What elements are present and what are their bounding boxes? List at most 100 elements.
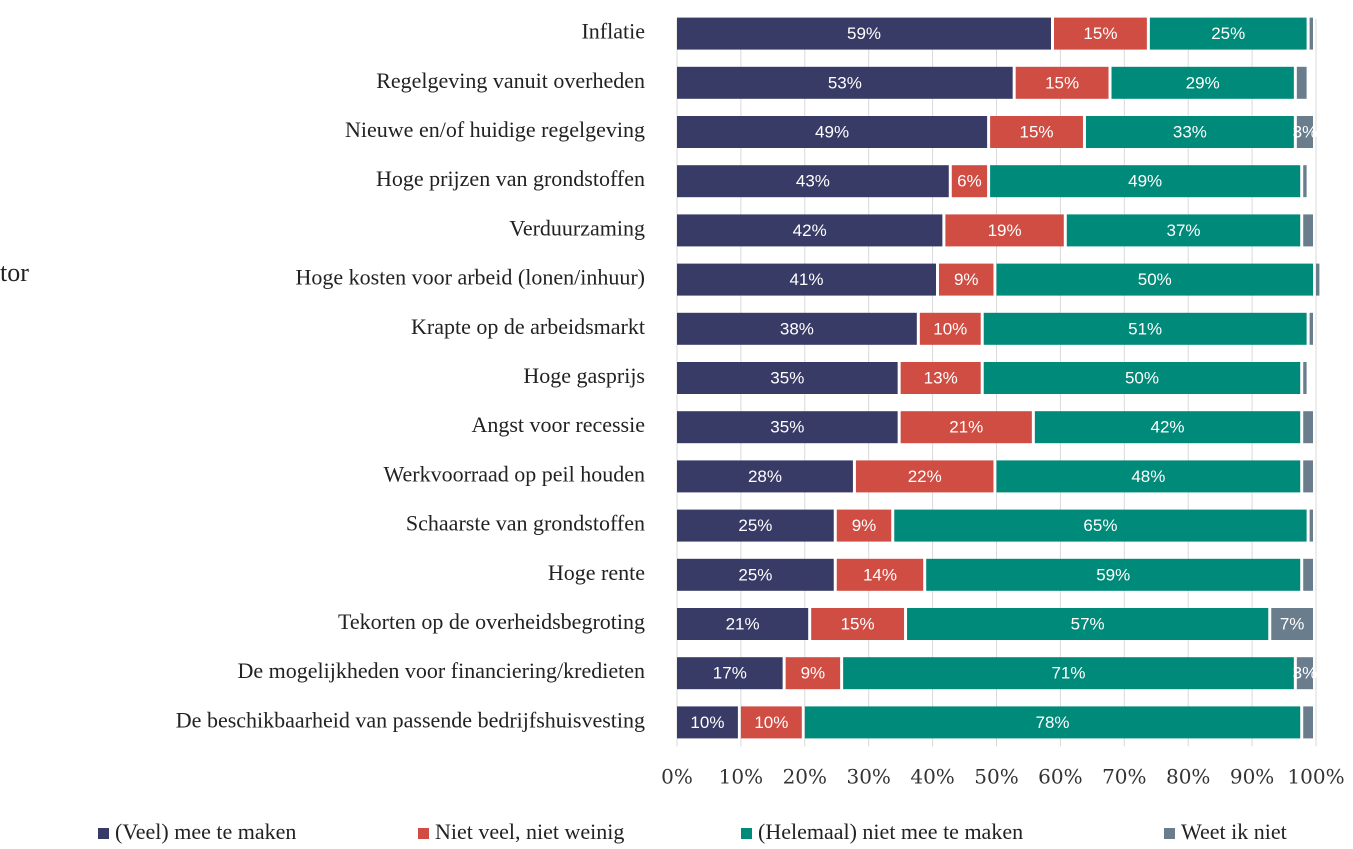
category-label: Hoge kosten voor arbeid (lonen/inhuur) (296, 265, 645, 290)
data-label: 7% (1280, 614, 1305, 633)
x-tick-label: 10% (719, 765, 763, 789)
bar-segment (1149, 17, 1307, 50)
bar-segment (740, 706, 802, 739)
data-label: 53% (828, 73, 862, 92)
bar-segment (677, 460, 853, 493)
bar-segment (894, 509, 1307, 542)
data-label: 15% (1045, 73, 1079, 92)
bar-segment (1309, 312, 1313, 345)
data-label: 15% (1083, 24, 1117, 43)
data-label: 9% (801, 664, 826, 683)
x-tick-label: 80% (1166, 765, 1210, 789)
category-label: Nieuwe en/of huidige regelgeving (345, 117, 645, 142)
bar-segment (1034, 411, 1301, 444)
bar-segment (907, 608, 1269, 640)
bar-segment (996, 263, 1313, 296)
legend-swatch (98, 828, 109, 839)
bar-segment (1085, 116, 1294, 148)
data-label: 22% (908, 467, 942, 486)
bar-segment (677, 608, 809, 640)
data-label: 48% (1131, 467, 1165, 486)
data-label: 78% (1035, 713, 1069, 732)
bar-segment (1303, 165, 1307, 198)
legend-swatch (741, 828, 752, 839)
category-label: Regelgeving vanuit overheden (376, 68, 645, 93)
data-label: 33% (1173, 122, 1207, 141)
bar-segment (677, 411, 898, 444)
category-label: De mogelijkheden voor financiering/kredi… (238, 658, 645, 683)
bar-segment (1054, 17, 1147, 50)
bar-segment (1303, 558, 1313, 591)
bar-segment (990, 116, 1083, 148)
bar-segment (983, 362, 1301, 394)
bar-segment (951, 165, 988, 198)
data-label: 3% (1293, 664, 1318, 683)
bar-segment (996, 460, 1301, 493)
data-label: 21% (949, 418, 983, 437)
category-label: Inflatie (581, 19, 645, 44)
category-label: Verduurzaming (509, 215, 645, 240)
data-label: 59% (1096, 565, 1130, 584)
data-label: 25% (1211, 24, 1245, 43)
bar-segment (900, 411, 1032, 444)
bar-segment (1271, 608, 1313, 640)
bar-segment (677, 165, 949, 198)
bar-segment (836, 509, 892, 542)
bar-segment (677, 312, 917, 345)
y-axis-label: tor (0, 258, 29, 287)
data-label: 17% (713, 664, 747, 683)
data-label: 50% (1125, 368, 1159, 387)
data-label: 28% (748, 467, 782, 486)
x-tick-label: 90% (1230, 765, 1274, 789)
data-label: 37% (1166, 221, 1200, 240)
category-label: Schaarste van grondstoffen (406, 511, 645, 536)
bar-segment (677, 66, 1013, 99)
data-label: 29% (1186, 73, 1220, 92)
bar-segment (990, 165, 1301, 198)
bar-segment (1303, 362, 1307, 394)
data-label: 43% (796, 172, 830, 191)
data-label: 41% (789, 270, 823, 289)
legend-label: (Veel) mee te maken (115, 819, 296, 844)
x-tick-label: 30% (846, 765, 890, 789)
category-label: Werkvoorraad op peil houden (383, 461, 645, 486)
data-label: 6% (957, 172, 982, 191)
data-label: 9% (852, 516, 877, 535)
bar-segment (938, 263, 994, 296)
data-label: 50% (1138, 270, 1172, 289)
bar-segment (983, 312, 1307, 345)
data-label: 21% (726, 614, 760, 633)
legend-swatch (418, 828, 429, 839)
bar-segment (1309, 17, 1313, 50)
bar-segment (677, 116, 988, 148)
category-label: Tekorten op de overheidsbegroting (338, 609, 645, 634)
data-label: 13% (924, 368, 958, 387)
bar-segment (1296, 116, 1313, 148)
data-label: 49% (1128, 172, 1162, 191)
bar-segment (1309, 509, 1313, 542)
legend-label: Niet veel, niet weinig (435, 819, 624, 844)
data-label: 42% (1151, 418, 1185, 437)
data-label: 35% (770, 368, 804, 387)
data-label: 25% (738, 516, 772, 535)
x-tick-label: 40% (910, 765, 954, 789)
bar-segment (804, 706, 1301, 739)
bar-segment (836, 558, 924, 591)
bar-segment (785, 657, 841, 690)
bar-segment (677, 657, 783, 690)
bar-segment (843, 657, 1294, 690)
category-label: De beschikbaarheid van passende bedrijfs… (176, 707, 645, 732)
data-label: 14% (863, 565, 897, 584)
bar-segment (900, 362, 981, 394)
bar-segment (677, 362, 898, 394)
x-tick-label: 50% (974, 765, 1018, 789)
bar-segment (677, 558, 834, 591)
data-label: 49% (815, 122, 849, 141)
bar-segment (1303, 460, 1313, 493)
category-label: Hoge prijzen van grondstoffen (376, 166, 645, 191)
bar-segment (945, 214, 1064, 247)
bar-segment (1066, 214, 1301, 247)
data-label: 35% (770, 418, 804, 437)
bar-segment (677, 509, 834, 542)
